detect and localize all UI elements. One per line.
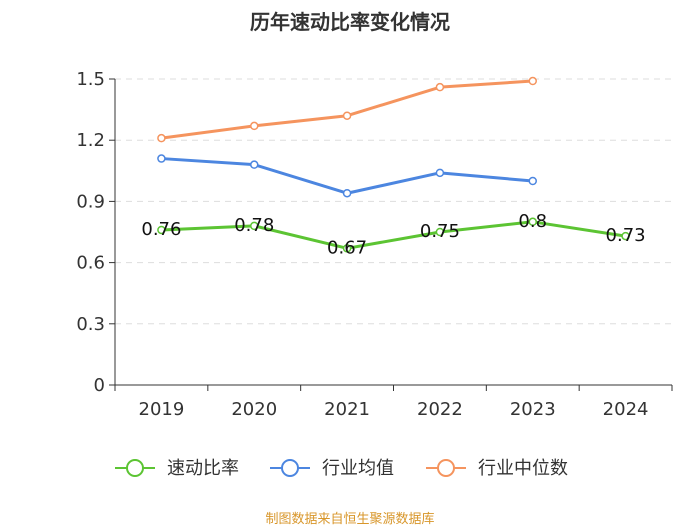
y-tick-label: 0.6 bbox=[76, 253, 105, 274]
legend-label: 速动比率 bbox=[167, 458, 239, 479]
data-point bbox=[250, 221, 259, 231]
legend-label: 行业均值 bbox=[322, 458, 394, 479]
data-point bbox=[528, 76, 537, 86]
data-point bbox=[435, 227, 445, 237]
data-label: 0.67 bbox=[327, 237, 367, 258]
data-point bbox=[157, 154, 166, 163]
data-point bbox=[250, 121, 259, 131]
data-label: 0.8 bbox=[518, 211, 547, 232]
data-point bbox=[342, 188, 352, 198]
data-label: 0.78 bbox=[234, 215, 274, 236]
y-tick-label: 1.5 bbox=[76, 69, 105, 90]
data-point bbox=[342, 111, 352, 120]
data-point bbox=[250, 160, 259, 169]
series-line bbox=[161, 157, 533, 195]
series-line bbox=[161, 79, 533, 140]
legend-marker bbox=[281, 459, 299, 477]
y-tick-label: 0.9 bbox=[76, 191, 105, 212]
source-note: 制图数据来自恒生聚源数据库 bbox=[265, 512, 435, 527]
x-tick-label: 2021 bbox=[324, 399, 370, 420]
y-tick-label: 0 bbox=[94, 375, 105, 396]
data-point bbox=[435, 168, 445, 178]
data-point bbox=[342, 244, 352, 253]
x-tick-label: 2023 bbox=[510, 399, 556, 420]
data-point bbox=[528, 176, 537, 186]
legend-marker bbox=[437, 459, 455, 477]
legend-marker bbox=[126, 459, 144, 477]
data-point bbox=[621, 231, 630, 241]
data-point bbox=[157, 225, 166, 235]
data-point bbox=[435, 82, 445, 92]
data-label: 0.73 bbox=[606, 225, 646, 246]
legend-label: 行业中位数 bbox=[478, 458, 568, 479]
x-tick-label: 2019 bbox=[139, 399, 185, 420]
y-tick-label: 0.3 bbox=[76, 314, 105, 335]
chart-title: 历年速动比率变化情况 bbox=[250, 10, 450, 34]
series-line bbox=[161, 220, 626, 250]
data-label: 0.76 bbox=[141, 219, 181, 240]
x-tick-label: 2020 bbox=[231, 399, 277, 420]
data-point bbox=[528, 217, 537, 227]
data-label: 0.75 bbox=[420, 221, 460, 242]
y-tick-label: 1.2 bbox=[76, 130, 105, 151]
x-tick-label: 2024 bbox=[603, 399, 649, 420]
x-tick-label: 2022 bbox=[417, 399, 463, 420]
data-point bbox=[157, 133, 166, 143]
